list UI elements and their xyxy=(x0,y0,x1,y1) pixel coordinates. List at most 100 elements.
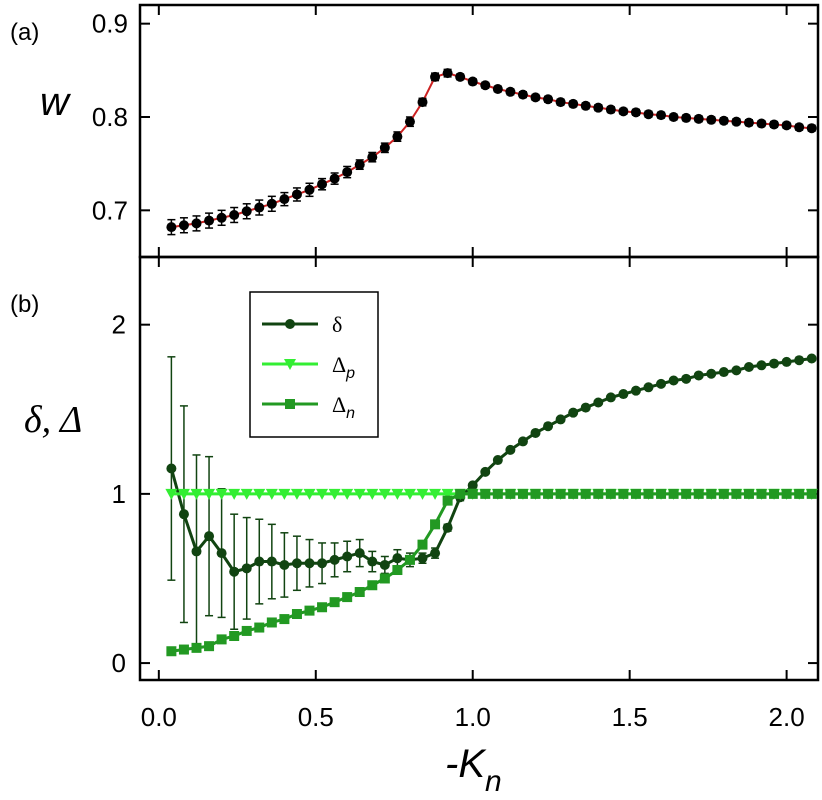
panel-a-ytick-label: 0.9 xyxy=(92,9,128,39)
x-axis-title-sub: n xyxy=(485,765,502,798)
panel-b-point xyxy=(442,495,453,506)
panel-b-point xyxy=(492,455,503,466)
panel-b-point xyxy=(391,488,404,500)
panel-b-point xyxy=(618,389,629,400)
panel-a-point xyxy=(191,218,202,229)
panel-b-point xyxy=(605,392,616,403)
panel-b-point xyxy=(517,488,528,499)
panel-b-point xyxy=(492,488,503,499)
panel-b-point xyxy=(253,488,266,500)
panel-b-point xyxy=(341,488,354,500)
panel-b-point xyxy=(580,488,591,499)
panel-a-ylabel: w xyxy=(40,80,72,124)
panel-a-point xyxy=(706,114,717,125)
panel-b-point xyxy=(291,609,302,620)
panel-b-point xyxy=(467,480,478,491)
panel-b-point xyxy=(379,559,390,570)
panel-b-ytick-label: 1 xyxy=(112,479,126,509)
panel-a-point xyxy=(367,152,378,163)
panel-b-ytick-label: 0 xyxy=(112,648,126,678)
panel-a-point xyxy=(442,68,453,79)
panel-a: (a) w 0.7 0.8 0.9 xyxy=(10,3,820,259)
panel-b-point xyxy=(266,617,277,628)
panel-b-point xyxy=(442,522,453,533)
panel-a-point xyxy=(317,179,328,190)
panel-b-point xyxy=(216,634,227,645)
panel-a-yticks: 0.7 0.8 0.9 xyxy=(92,5,818,257)
panel-b-point xyxy=(304,558,315,569)
legend-items: δ Δp Δn xyxy=(262,312,355,422)
panel-a-point xyxy=(593,102,604,113)
panel-b-point xyxy=(656,378,667,389)
panel-b-point xyxy=(367,556,378,567)
panel-b: (b) δ, Δ 0 1 2 0.0 0.5 1.0 1.5 2.0 -Kn δ Δp Δn xyxy=(10,255,820,798)
panel-a-point xyxy=(806,123,817,134)
panel-b-point xyxy=(403,488,416,500)
panel-b-point xyxy=(166,646,177,657)
panel-a-point xyxy=(241,206,252,217)
panel-b-point xyxy=(316,488,329,500)
panel-a-frame xyxy=(138,3,820,259)
panel-b-point xyxy=(328,488,341,500)
panel-a-point xyxy=(279,194,290,205)
panel-b-point xyxy=(216,548,227,559)
panel-b-point xyxy=(781,356,792,367)
panel-b-point xyxy=(630,488,641,499)
panel-b-point xyxy=(769,488,780,499)
panel-b-point xyxy=(265,488,278,500)
x-axis-title: -Kn xyxy=(445,742,502,798)
panel-a-point xyxy=(480,80,491,91)
panel-b-point xyxy=(317,602,328,613)
panel-b-point xyxy=(806,488,817,499)
panel-b-point xyxy=(367,580,378,591)
panel-a-point xyxy=(505,86,516,97)
panel-b-point xyxy=(681,373,692,384)
panel-b-point xyxy=(731,365,742,376)
panel-b-point xyxy=(756,360,767,371)
legend: δ Δp Δn xyxy=(249,291,379,438)
panel-a-point xyxy=(756,118,767,129)
series-2 xyxy=(166,488,817,657)
legend-label: Δn xyxy=(332,392,355,422)
panel-a-point xyxy=(618,106,629,117)
panel-a-point xyxy=(668,112,679,122)
panel-b-point xyxy=(643,382,654,393)
panel-b-ylabel: δ, Δ xyxy=(24,399,82,441)
panel-b-point xyxy=(417,553,428,564)
panel-a-label: (a) xyxy=(10,19,39,46)
panel-b-point xyxy=(392,565,403,576)
panel-b-point xyxy=(706,488,717,499)
panel-b-point xyxy=(304,605,315,616)
panel-b-point xyxy=(354,587,365,598)
panel-b-point xyxy=(354,548,365,559)
panel-b-point xyxy=(240,488,253,500)
panel-b-point xyxy=(467,488,478,499)
panel-b-point xyxy=(178,644,189,655)
panel-a-point xyxy=(304,184,315,195)
panel-b-point xyxy=(342,592,353,603)
panel-b-point xyxy=(580,402,591,413)
panel-b-point xyxy=(353,488,366,500)
panel-a-point xyxy=(166,222,177,233)
panel-b-point xyxy=(693,370,704,381)
panel-b-series xyxy=(165,353,818,657)
panel-b-point xyxy=(404,554,415,565)
panel-b-point xyxy=(429,488,442,500)
panel-b-point xyxy=(480,466,491,477)
panel-b-point xyxy=(366,488,379,500)
panel-b-point xyxy=(392,553,403,564)
panel-a-point xyxy=(555,97,566,108)
panel-a-point xyxy=(605,104,616,115)
panel-b-point xyxy=(215,488,228,500)
panel-b-point xyxy=(241,625,252,636)
panel-b-point xyxy=(455,488,466,499)
panel-b-point xyxy=(769,358,780,369)
panel-b-point xyxy=(593,397,604,408)
panel-b-point xyxy=(643,488,654,499)
panel-b-point xyxy=(191,642,202,653)
panel-b-point xyxy=(555,488,566,499)
legend-marker xyxy=(285,399,295,409)
panel-b-point xyxy=(329,597,340,608)
panel-b-point xyxy=(668,488,679,499)
panel-a-point xyxy=(455,71,466,82)
